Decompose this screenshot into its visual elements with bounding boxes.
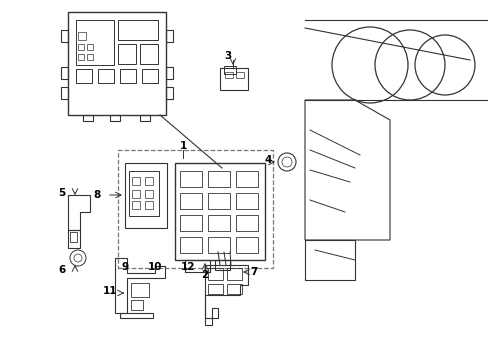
Text: 9: 9	[121, 262, 128, 272]
Bar	[125, 163, 167, 228]
Bar	[118, 150, 272, 268]
Text: 3: 3	[224, 51, 231, 61]
Bar	[226, 284, 242, 294]
Bar	[132, 177, 140, 185]
Bar	[131, 283, 149, 297]
Text: 12: 12	[181, 262, 195, 272]
Bar	[145, 190, 153, 198]
Bar	[118, 44, 136, 64]
Text: 1: 1	[179, 141, 186, 151]
Text: 11: 11	[102, 286, 117, 296]
Bar	[142, 69, 158, 83]
Bar	[180, 193, 202, 209]
Bar	[70, 232, 77, 242]
Text: 10: 10	[147, 262, 162, 272]
Bar	[184, 260, 209, 272]
Bar	[236, 72, 244, 78]
Text: 2: 2	[201, 270, 208, 280]
Bar	[220, 68, 247, 90]
Bar	[207, 284, 223, 294]
Bar	[120, 69, 136, 83]
Text: 4: 4	[264, 155, 271, 165]
Bar	[132, 201, 140, 209]
Bar	[180, 237, 202, 253]
Bar	[145, 177, 153, 185]
Bar	[236, 171, 258, 187]
Bar	[175, 163, 264, 260]
Bar	[215, 260, 229, 270]
Bar	[68, 12, 165, 115]
Text: 8: 8	[93, 190, 101, 200]
Bar	[207, 237, 229, 253]
Bar	[131, 300, 142, 310]
Bar	[129, 171, 159, 216]
Text: 7: 7	[250, 267, 257, 277]
Bar	[224, 72, 232, 78]
Bar	[207, 171, 229, 187]
Bar	[78, 32, 86, 40]
Bar	[132, 190, 140, 198]
Bar	[78, 44, 84, 50]
Bar	[87, 44, 93, 50]
Bar	[118, 20, 158, 40]
Bar	[87, 54, 93, 60]
Bar	[236, 215, 258, 231]
Bar	[180, 171, 202, 187]
Bar	[98, 69, 114, 83]
Bar	[76, 20, 114, 65]
Text: 6: 6	[58, 265, 65, 275]
Bar	[226, 268, 242, 280]
Bar	[224, 66, 236, 74]
Bar	[207, 193, 229, 209]
Bar	[78, 54, 84, 60]
Bar	[207, 215, 229, 231]
Bar	[76, 69, 92, 83]
Bar	[236, 237, 258, 253]
Bar	[236, 193, 258, 209]
Text: 5: 5	[58, 188, 65, 198]
Bar	[207, 268, 223, 280]
Bar	[145, 201, 153, 209]
Bar	[180, 215, 202, 231]
Bar	[140, 44, 158, 64]
